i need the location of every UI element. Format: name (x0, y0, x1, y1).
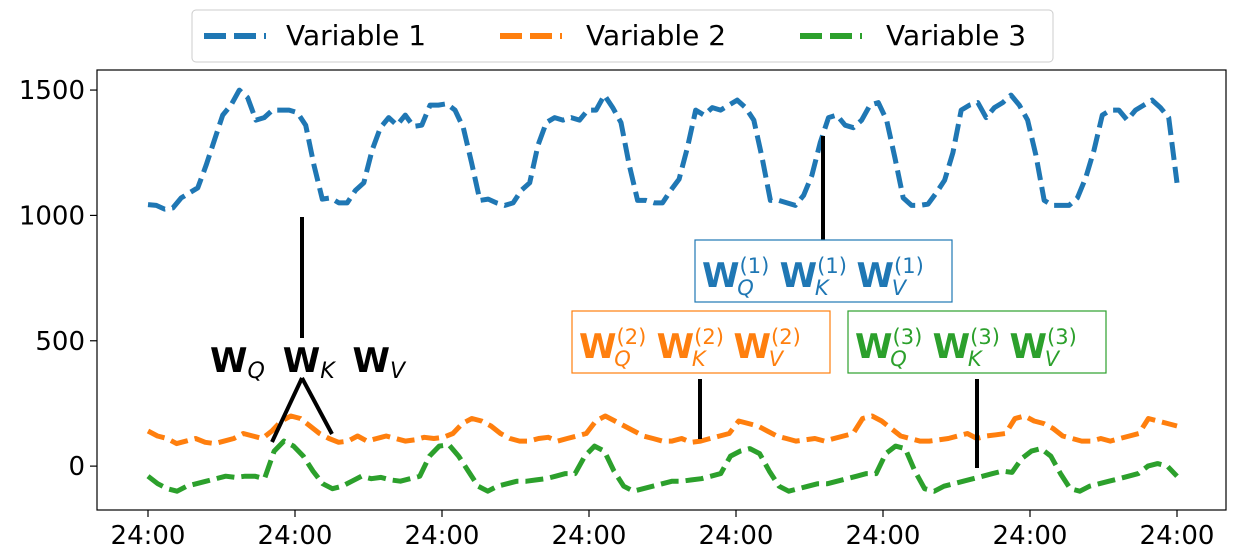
y-tick-label-3: 1500 (19, 76, 85, 106)
pointer-shared-right (300, 377, 334, 435)
x-tick-label-4: 24:00 (699, 521, 774, 551)
x-tick-label-5: 24:00 (846, 521, 921, 551)
legend-frame (191, 9, 1054, 63)
var2-sup-v: (2) (771, 325, 801, 349)
var3-sup-k: (3) (970, 325, 1000, 349)
shared-w-v: W (352, 341, 390, 381)
series-line-3 (146, 438, 1179, 494)
legend-entry-2: Variable 2 (500, 19, 726, 52)
var2-sub-k: K (692, 347, 708, 371)
var3-w-q: W (855, 327, 893, 367)
var2-w-k: W (657, 327, 695, 367)
series-layer (146, 87, 1180, 494)
legend-label-1: Variable 1 (286, 19, 426, 52)
legend-entry-3: Variable 3 (800, 19, 1026, 52)
legend-label-2: Variable 2 (586, 19, 726, 52)
var1-sub-q: Q (737, 276, 754, 300)
var3-sub-v: V (1045, 347, 1061, 371)
shared-w-k: W (283, 341, 321, 381)
y-tick-label-1: 500 (35, 327, 85, 357)
svg-text:W(1)Q W(1)K W(1)V: W(1) Q W(1) K W(1) V (702, 254, 924, 304)
annotation-pointers (270, 136, 979, 468)
svg-text:WQ WK WV: WQ WK WV (210, 341, 407, 387)
var3-w-v: W (1010, 327, 1048, 367)
pointer-shared-left (270, 377, 304, 443)
var2-w-q: W (579, 327, 617, 367)
svg-text:W(2)Q W(2)K W(2)V: W(2) Q W(2) K W(2) V (579, 325, 801, 375)
var1-w-k: W (780, 256, 818, 296)
plot-area (96, 69, 1227, 511)
var2-sup-k: (2) (694, 325, 724, 349)
x-tick-label-1: 24:00 (258, 521, 333, 551)
annotation-box-var2 (571, 310, 831, 374)
annotation-box-var1 (694, 239, 953, 303)
var1-sub-v: V (892, 276, 908, 300)
shared-sub-k: K (320, 359, 336, 384)
annotation-var2: W(2) Q W(2) K W(2) V (579, 325, 801, 375)
x-tick-label-2: 24:00 (405, 521, 480, 551)
x-tick-label-7: 24:00 (1140, 521, 1215, 551)
x-tick-label-0: 24:00 (111, 521, 186, 551)
y-tick-label-0: 0 (68, 452, 85, 482)
y-axis: 0 500 1000 1500 (19, 76, 97, 482)
annotation-var1: W(1) Q W(1) K W(1) V (702, 254, 924, 304)
var1-sup-v: (1) (894, 254, 924, 278)
series-line-1 (147, 87, 1180, 212)
annotation-box-var3 (847, 310, 1107, 374)
var1-sup-q: (1) (740, 254, 770, 278)
var3-sup-q: (3) (893, 325, 923, 349)
svg-text:W(3)Q W(3)K W(3)V: W(3) Q W(3) K W(3) V (855, 325, 1077, 375)
annotation-shared: WQ WK WV (210, 341, 407, 387)
x-axis: 24:00 24:00 24:00 24:00 24:00 24:00 24:00 24:00 (111, 510, 1215, 551)
var2-sup-q: (2) (617, 325, 647, 349)
shared-w-q: W (210, 341, 248, 381)
annotation-var3: W(3) Q W(3) K W(3) V (855, 325, 1077, 375)
var3-sub-k: K (968, 347, 984, 371)
legend: Variable 1 Variable 2 Variable 3 (191, 9, 1054, 63)
x-tick-label-3: 24:00 (552, 521, 627, 551)
shared-sub-q: Q (248, 359, 265, 384)
x-tick-label-6: 24:00 (993, 521, 1068, 551)
var3-sup-v: (3) (1047, 325, 1077, 349)
var2-sub-q: Q (614, 347, 631, 371)
var1-w-q: W (702, 256, 740, 296)
var2-w-v: W (734, 327, 772, 367)
var2-sub-v: V (769, 347, 785, 371)
legend-entry-1: Variable 1 (204, 19, 426, 52)
var3-w-k: W (933, 327, 971, 367)
var3-sub-q: Q (890, 347, 907, 371)
series-line-2 (146, 413, 1178, 447)
var1-sub-k: K (815, 276, 831, 300)
var1-w-v: W (857, 256, 895, 296)
legend-label-3: Variable 3 (886, 19, 1026, 52)
shared-sub-v: V (390, 359, 407, 384)
y-tick-label-2: 1000 (19, 201, 85, 231)
var1-sup-k: (1) (817, 254, 847, 278)
